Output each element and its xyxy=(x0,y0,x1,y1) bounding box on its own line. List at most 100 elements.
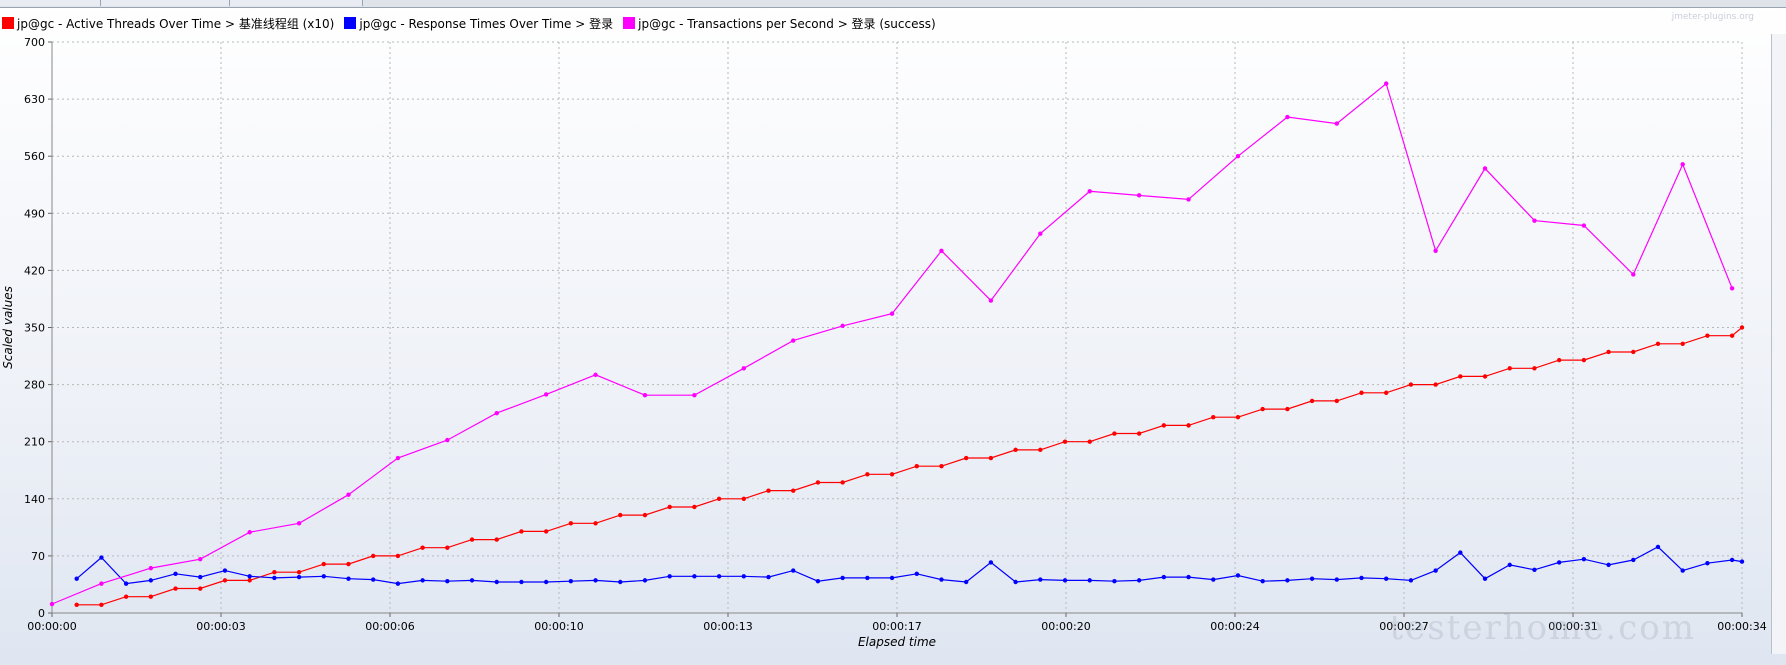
data-point-transactions xyxy=(494,410,499,416)
data-point-active-threads xyxy=(618,512,623,518)
tab-3[interactable] xyxy=(230,0,363,6)
data-point-active-threads xyxy=(1739,325,1745,330)
vertical-scrollbar[interactable] xyxy=(1771,34,1786,654)
data-point-response-times xyxy=(963,579,969,585)
data-point-transactions xyxy=(1334,121,1339,126)
data-point-transactions xyxy=(445,437,450,443)
data-point-transactions xyxy=(988,298,994,303)
data-point-response-times xyxy=(741,574,747,579)
data-point-response-times xyxy=(618,579,623,585)
legend-item-response-times[interactable]: jp@gc - Response Times Over Time > 登录 xyxy=(344,15,613,32)
data-point-active-threads xyxy=(1458,374,1463,379)
data-point-response-times xyxy=(1482,576,1488,581)
data-point-active-threads xyxy=(568,521,574,526)
data-point-active-threads xyxy=(1631,349,1636,355)
x-axis-label: Elapsed time xyxy=(858,635,936,649)
y-tick-label: 350 xyxy=(24,322,45,335)
legend-item-transactions[interactable]: jp@gc - Transactions per Second > 登录 (su… xyxy=(623,15,936,32)
data-point-transactions xyxy=(1482,166,1488,171)
y-tick-label: 210 xyxy=(24,436,45,449)
data-point-active-threads xyxy=(543,529,549,534)
data-point-transactions xyxy=(1532,218,1537,223)
data-point-response-times xyxy=(1655,544,1661,550)
data-point-active-threads xyxy=(1705,333,1710,338)
y-tick-label: 280 xyxy=(24,379,45,392)
data-point-transactions xyxy=(99,581,104,586)
data-point-active-threads xyxy=(148,594,154,599)
legend-swatch-transactions xyxy=(623,17,636,29)
data-point-response-times xyxy=(272,575,277,581)
data-point-transactions xyxy=(346,492,351,497)
data-point-response-times xyxy=(692,574,697,579)
data-point-transactions xyxy=(1087,189,1092,194)
data-point-transactions xyxy=(791,338,796,343)
data-point-active-threads xyxy=(99,602,104,608)
data-point-active-threads xyxy=(395,553,401,559)
data-point-transactions xyxy=(1186,197,1191,202)
data-point-active-threads xyxy=(1136,431,1142,436)
legend-swatch-active-threads xyxy=(2,17,14,29)
y-tick-label: 70 xyxy=(31,550,45,563)
tab-1[interactable] xyxy=(0,0,101,6)
data-point-active-threads xyxy=(1038,447,1043,453)
data-point-transactions xyxy=(296,521,302,526)
data-point-active-threads xyxy=(1729,333,1735,338)
data-point-response-times xyxy=(667,574,672,579)
data-point-transactions xyxy=(1136,193,1142,198)
data-point-active-threads xyxy=(593,521,598,526)
data-point-response-times xyxy=(1729,557,1735,563)
data-point-active-threads xyxy=(716,496,722,501)
chart-legend: jp@gc - Active Threads Over Time > 基准线程组… xyxy=(2,14,946,32)
x-tick-label: 00:00:31 xyxy=(1548,620,1597,633)
data-point-active-threads xyxy=(1408,382,1414,387)
data-point-transactions xyxy=(1235,154,1241,159)
tab-strip xyxy=(0,0,1786,8)
data-point-response-times xyxy=(1581,556,1587,562)
data-point-response-times xyxy=(889,575,895,581)
data-point-active-threads xyxy=(1309,398,1315,404)
data-point-active-threads xyxy=(642,512,648,518)
data-point-active-threads xyxy=(469,537,475,542)
data-point-transactions xyxy=(939,248,944,254)
data-point-response-times xyxy=(1211,577,1216,582)
data-point-response-times xyxy=(1458,550,1463,555)
data-point-active-threads xyxy=(1606,349,1611,355)
data-point-response-times xyxy=(99,555,104,560)
data-point-response-times xyxy=(1136,578,1142,583)
data-point-response-times xyxy=(123,581,129,586)
data-point-active-threads xyxy=(667,504,672,510)
data-point-active-threads xyxy=(123,594,129,599)
x-tick-label: 00:00:24 xyxy=(1210,620,1259,633)
data-point-response-times xyxy=(568,578,574,584)
y-tick-label: 560 xyxy=(24,150,45,163)
data-point-response-times xyxy=(321,574,326,579)
data-point-active-threads xyxy=(988,455,994,461)
data-point-response-times xyxy=(642,578,648,583)
data-point-response-times xyxy=(840,575,845,581)
data-point-transactions xyxy=(1680,162,1685,167)
x-tick-label: 00:00:10 xyxy=(534,620,583,633)
data-point-active-threads xyxy=(963,455,969,461)
data-point-active-threads xyxy=(766,488,771,493)
data-point-active-threads xyxy=(815,480,821,485)
data-point-response-times xyxy=(939,577,944,582)
data-point-active-threads xyxy=(247,578,252,583)
data-point-response-times xyxy=(1309,576,1315,581)
x-tick-label: 00:00:34 xyxy=(1717,620,1766,633)
data-point-transactions xyxy=(1729,286,1735,291)
data-point-active-threads xyxy=(296,570,302,575)
data-point-active-threads xyxy=(74,602,79,608)
data-point-transactions xyxy=(1038,231,1043,236)
series-line-transactions xyxy=(51,82,1733,605)
data-point-transactions xyxy=(840,323,845,329)
legend-item-active-threads[interactable]: jp@gc - Active Threads Over Time > 基准线程组… xyxy=(2,15,334,32)
data-point-response-times xyxy=(420,578,425,583)
data-point-active-threads xyxy=(173,586,178,591)
data-point-active-threads xyxy=(939,463,944,469)
tab-2[interactable] xyxy=(101,0,230,6)
data-point-response-times xyxy=(1507,562,1512,568)
data-point-active-threads xyxy=(222,578,228,583)
legend-label-response-times: jp@gc - Response Times Over Time > 登录 xyxy=(359,16,614,31)
x-tick-label: 00:00:06 xyxy=(365,620,414,633)
data-point-response-times xyxy=(543,579,549,585)
